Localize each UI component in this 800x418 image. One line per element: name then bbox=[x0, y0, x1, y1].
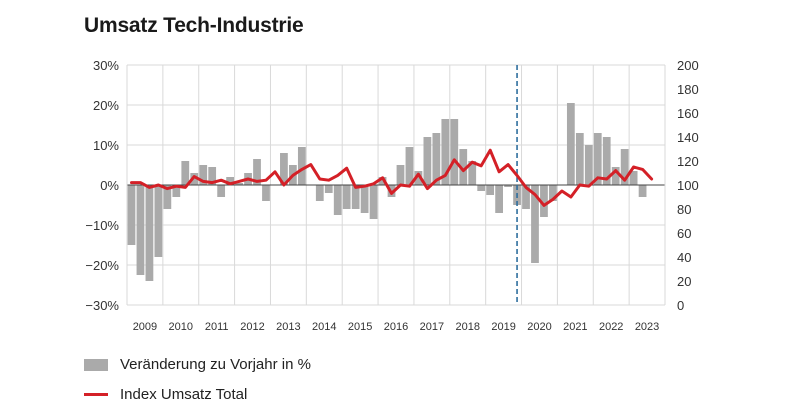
bar-yoy-change bbox=[405, 147, 414, 185]
bar-yoy-change bbox=[378, 177, 387, 185]
bar-yoy-change bbox=[262, 185, 270, 201]
bar-yoy-change bbox=[369, 185, 378, 219]
bar-yoy-change bbox=[566, 103, 575, 185]
bar-yoy-change bbox=[315, 185, 324, 201]
bar-yoy-change bbox=[441, 119, 450, 185]
y-tick-label-left: −20% bbox=[85, 258, 119, 273]
y-tick-label-right: 80 bbox=[677, 202, 691, 217]
bar-yoy-change bbox=[593, 133, 602, 185]
legend-item-line: Index Umsatz Total bbox=[84, 386, 247, 403]
bar-yoy-change bbox=[432, 133, 441, 185]
bar-yoy-change bbox=[575, 133, 584, 185]
bar-yoy-change bbox=[620, 149, 629, 185]
bar-yoy-change bbox=[423, 137, 432, 185]
y-tick-label-left: 0% bbox=[100, 178, 119, 193]
bar-yoy-change bbox=[495, 185, 503, 213]
bar-yoy-change bbox=[360, 185, 369, 213]
bar-yoy-change bbox=[522, 185, 530, 209]
y-tick-label-right: 0 bbox=[677, 298, 684, 313]
y-tick-label-left: 20% bbox=[93, 98, 119, 113]
bar-yoy-change bbox=[208, 167, 217, 185]
y-tick-label-right: 20 bbox=[677, 274, 691, 289]
x-tick-label: 2021 bbox=[563, 321, 587, 333]
y-tick-label-right: 140 bbox=[677, 130, 699, 145]
bar-yoy-change bbox=[172, 185, 181, 197]
bar-yoy-change bbox=[324, 185, 333, 193]
y-tick-label-left: −10% bbox=[85, 218, 119, 233]
bar-yoy-change bbox=[638, 185, 647, 197]
bar-yoy-change bbox=[199, 165, 208, 185]
series-line-index bbox=[130, 148, 654, 207]
bar-yoy-change bbox=[611, 167, 620, 185]
x-tick-label: 2019 bbox=[491, 321, 515, 333]
bar-yoy-change bbox=[468, 161, 477, 185]
bar-yoy-change bbox=[235, 183, 243, 185]
legend-label-line: Index Umsatz Total bbox=[120, 386, 248, 403]
bar-yoy-change bbox=[396, 165, 405, 185]
x-tick-label: 2011 bbox=[205, 321, 229, 333]
y-tick-label-right: 160 bbox=[677, 106, 699, 121]
bar-yoy-change bbox=[477, 185, 486, 191]
legend-label-bars: Veränderung zu Vorjahr in % bbox=[120, 356, 311, 373]
legend-item-bars: Veränderung zu Vorjahr in % bbox=[84, 356, 311, 373]
bar-yoy-change bbox=[190, 173, 199, 185]
bar-yoy-change bbox=[217, 185, 226, 197]
y-tick-label-right: 60 bbox=[677, 226, 691, 241]
bar-yoy-change bbox=[181, 161, 190, 185]
y-tick-label-right: 200 bbox=[677, 58, 699, 73]
bar-yoy-change bbox=[549, 185, 557, 201]
bar-yoy-change bbox=[629, 171, 638, 185]
x-tick-label: 2015 bbox=[348, 321, 372, 333]
y-tick-label-right: 180 bbox=[677, 82, 699, 97]
bar-yoy-change bbox=[145, 185, 154, 281]
bar-yoy-change bbox=[163, 185, 172, 209]
bar-yoy-change bbox=[154, 185, 163, 257]
x-tick-label: 2023 bbox=[635, 321, 659, 333]
x-tick-label: 2012 bbox=[240, 321, 264, 333]
bar-yoy-change bbox=[531, 185, 539, 263]
legend-swatch-line bbox=[84, 393, 108, 396]
bar-yoy-change bbox=[504, 185, 512, 187]
x-tick-label: 2014 bbox=[312, 321, 336, 333]
bar-yoy-change bbox=[351, 185, 360, 209]
y-tick-label-left: 10% bbox=[93, 138, 119, 153]
bar-yoy-change bbox=[459, 149, 468, 185]
bar-yoy-change bbox=[127, 185, 136, 245]
bar-yoy-change bbox=[414, 171, 423, 185]
x-tick-label: 2017 bbox=[420, 321, 444, 333]
x-tick-label: 2013 bbox=[276, 321, 300, 333]
y-tick-label-right: 120 bbox=[677, 154, 699, 169]
legend-swatch-bar bbox=[84, 358, 108, 371]
x-tick-label: 2010 bbox=[169, 321, 193, 333]
bar-yoy-change bbox=[602, 137, 611, 185]
y-tick-label-left: −30% bbox=[85, 298, 119, 313]
bar-yoy-change bbox=[253, 159, 261, 185]
bar-yoy-change bbox=[450, 119, 459, 185]
x-tick-label: 2009 bbox=[133, 321, 157, 333]
bar-yoy-change bbox=[280, 153, 288, 185]
bar-yoy-change bbox=[486, 185, 495, 195]
bar-yoy-change bbox=[333, 185, 342, 215]
x-tick-label: 2018 bbox=[455, 321, 479, 333]
x-tick-label: 2016 bbox=[384, 321, 408, 333]
bar-yoy-change bbox=[136, 185, 145, 275]
bar-yoy-change bbox=[226, 177, 234, 185]
bar-yoy-change bbox=[297, 147, 306, 185]
bar-yoy-change bbox=[342, 185, 351, 209]
x-tick-label: 2020 bbox=[527, 321, 551, 333]
x-tick-label: 2022 bbox=[599, 321, 623, 333]
chart-title: Umsatz Tech-Industrie bbox=[84, 14, 304, 37]
bar-yoy-change bbox=[540, 185, 548, 217]
bar-yoy-change bbox=[584, 145, 593, 185]
y-tick-label-right: 100 bbox=[677, 178, 699, 193]
y-tick-label-right: 40 bbox=[677, 250, 691, 265]
y-tick-label-left: 30% bbox=[93, 58, 119, 73]
